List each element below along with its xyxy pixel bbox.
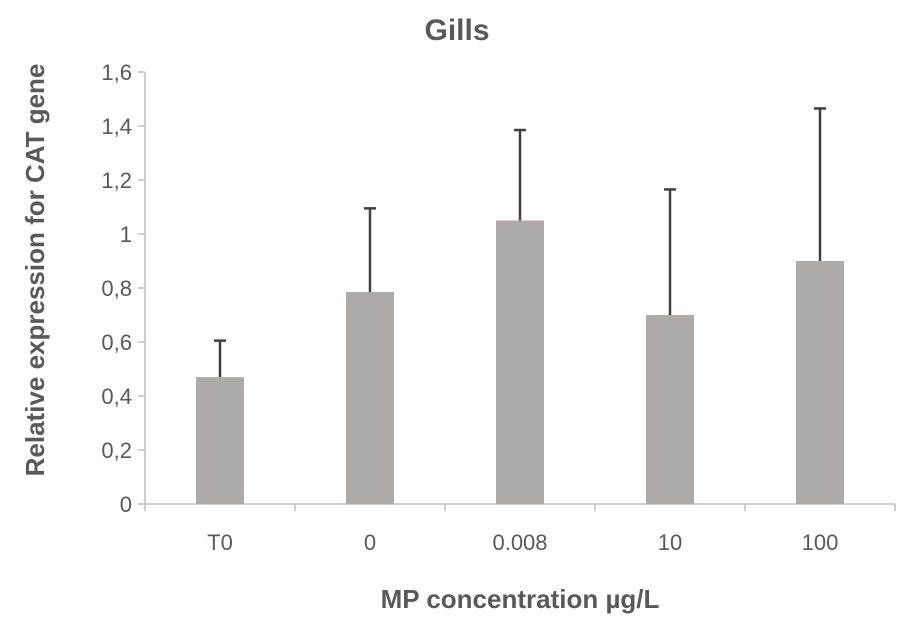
chart-title: Gills <box>424 14 489 47</box>
y-tick-label: 0 <box>120 492 132 517</box>
y-tick-label: 0,2 <box>101 438 132 463</box>
y-tick-label: 0,8 <box>101 276 132 301</box>
y-tick-label: 1,2 <box>101 168 132 193</box>
x-tick-label: 10 <box>658 530 682 555</box>
y-axis-label: Relative expression for CAT gene <box>20 64 50 477</box>
x-tick-label: 0 <box>364 530 376 555</box>
x-tick-label: 0.008 <box>492 530 547 555</box>
bar-0 <box>196 377 244 504</box>
bar-1 <box>346 292 394 504</box>
bar-4 <box>796 261 844 504</box>
y-tick-label: 1,4 <box>101 114 132 139</box>
y-tick-label: 1,6 <box>101 60 132 85</box>
bar-3 <box>646 315 694 504</box>
x-tick-label: T0 <box>207 530 233 555</box>
bar-2 <box>496 220 544 504</box>
y-tick-label: 1 <box>120 222 132 247</box>
x-tick-label: 100 <box>802 530 839 555</box>
y-tick-label: 0,6 <box>101 330 132 355</box>
plot-area: 0 0,2 0,4 0,6 0,8 1 1,2 1,4 1,6 T0 0 0.008 10 100 <box>101 60 896 555</box>
y-tick-label: 0,4 <box>101 384 132 409</box>
x-axis-label: MP concentration µg/L <box>381 584 660 614</box>
